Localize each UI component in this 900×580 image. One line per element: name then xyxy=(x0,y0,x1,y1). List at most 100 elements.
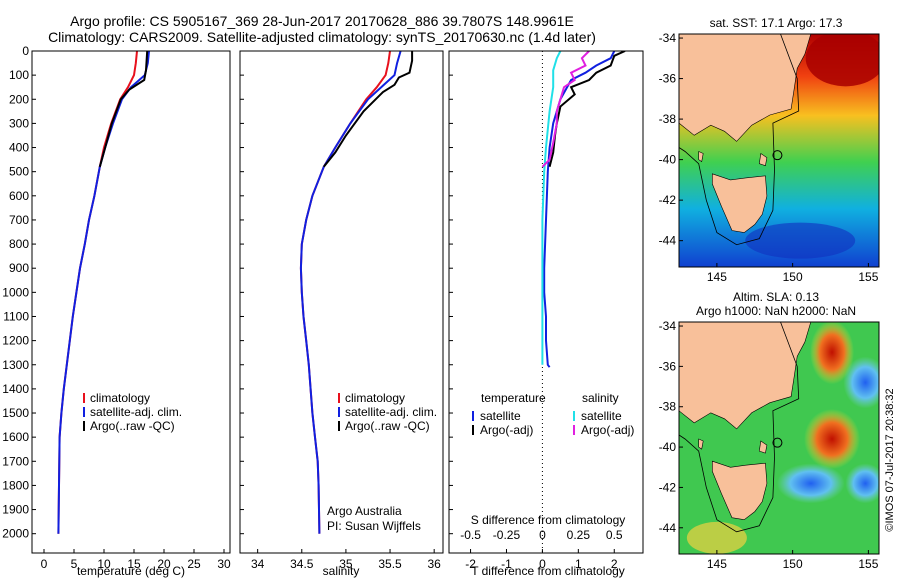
diff-series-1 xyxy=(548,51,626,168)
header-line-2: Climatology: CARS2009. Satellite-adjuste… xyxy=(48,29,596,45)
x-tick-label-1: 5 xyxy=(71,557,78,571)
y-tick-label-1: 100 xyxy=(9,68,29,82)
x2-tick-label-4: 0.5 xyxy=(606,528,623,542)
sst-map-ticks: 145 150 155 -34 -36 -38 -40 -42 -44 xyxy=(659,31,879,284)
map-y-tick-label-5: -44 xyxy=(659,234,677,248)
salinity-ticks: 34 34.5 35 35.5 36 xyxy=(240,50,441,571)
map-y-tick-label-1: -36 xyxy=(659,359,677,373)
salinity-xlabel: salinity xyxy=(323,564,360,578)
flinders-island-land xyxy=(758,152,768,167)
sla-high-1 xyxy=(810,322,855,385)
diff-series-2 xyxy=(541,51,562,365)
sst-map xyxy=(679,34,879,267)
series-line-2 xyxy=(323,51,414,168)
map-y-tick-label-4: -42 xyxy=(659,480,677,494)
x2-tick-label-1: -0.25 xyxy=(493,528,521,542)
sla-title-line-1: Altim. SLA: 0.13 xyxy=(733,290,819,304)
map-x-tick-label-0: 145 xyxy=(707,270,727,284)
map-y-tick-label-0: -34 xyxy=(659,319,677,333)
series-line-1 xyxy=(299,51,402,534)
y-tick-label-19: 1900 xyxy=(2,503,29,517)
y-tick-label-17: 1700 xyxy=(2,454,29,468)
isobath-contour xyxy=(679,322,800,533)
mainland-land xyxy=(679,34,812,142)
difference-legend: temperature salinitysatelliteArgo(-adj)sa… xyxy=(472,391,634,437)
x-tick-label-5: 25 xyxy=(187,557,201,571)
legend-label-0: climatology xyxy=(345,391,405,405)
legend-left-label-0: satellite xyxy=(480,409,521,423)
x2-tick-label-2: 0 xyxy=(539,528,546,542)
y-tick-label-0: 0 xyxy=(22,44,29,58)
series-line-2 xyxy=(98,51,149,168)
y-tick-label-3: 300 xyxy=(9,116,29,130)
sst-map-title: sat. SST: 17.1 Argo: 17.3 xyxy=(710,16,843,30)
temperature-xlabel: temperature (deg C) xyxy=(77,564,185,578)
x-tick-label-4: 20 xyxy=(157,557,171,571)
imos-credit: ©IMOS 07-Jul-2017 20:38:32 xyxy=(884,388,896,531)
sla-low-3 xyxy=(845,463,879,504)
sla-high-2 xyxy=(804,409,861,470)
x-tick-label-2: 10 xyxy=(97,557,111,571)
legend-right-label-0: satellite xyxy=(581,409,622,423)
temperature-panel xyxy=(57,51,150,534)
s-difference-label: S difference from climatology xyxy=(471,513,626,527)
salinity-panel xyxy=(299,51,414,534)
map-y-tick-label-1: -36 xyxy=(659,72,677,86)
legend-label-2: Argo(..raw -QC) xyxy=(90,419,175,433)
diff-series-3 xyxy=(541,51,590,168)
legend-right-label-1: Argo(-adj) xyxy=(581,423,634,437)
x-tick-label-4: 36 xyxy=(427,557,441,571)
legend-label-1: satellite-adj. clim. xyxy=(90,405,182,419)
legend-label-2: Argo(..raw -QC) xyxy=(345,419,430,433)
x2-tick-label-0: -0.5 xyxy=(460,528,481,542)
map-x-tick-label-2: 155 xyxy=(858,270,878,284)
warm-core xyxy=(805,34,879,87)
sla-low-2 xyxy=(776,463,845,504)
king-island-land xyxy=(698,438,704,450)
king-island-land xyxy=(698,151,704,163)
legend-label-0: climatology xyxy=(90,391,150,405)
map-y-tick-label-2: -38 xyxy=(659,400,677,414)
y-tick-label-7: 700 xyxy=(9,213,29,227)
cool-water xyxy=(745,222,856,259)
map-x-tick-label-1: 150 xyxy=(783,557,803,571)
sla-high-3 xyxy=(686,521,747,554)
map-x-tick-label-2: 155 xyxy=(858,557,878,571)
flinders-island-land xyxy=(758,440,768,454)
diff-series-0 xyxy=(543,51,616,368)
x-tick-label-2: 35 xyxy=(339,557,353,571)
map-x-tick-label-0: 145 xyxy=(707,557,727,571)
x-tick-label-0: -2 xyxy=(465,557,476,571)
temperature-axes-frame xyxy=(31,50,231,554)
header-line-1: Argo profile: CS 5905167_369 28-Jun-2017… xyxy=(70,13,574,29)
legend-label-1: satellite-adj. clim. xyxy=(345,405,437,419)
y-tick-label-4: 400 xyxy=(9,141,29,155)
x2-tick-label-3: 0.25 xyxy=(567,528,591,542)
legend-title-temperature: temperature xyxy=(481,391,546,405)
t-difference-label: T difference from climatology xyxy=(471,564,625,578)
sla-title-line-2: Argo h1000: NaN h2000: NaN xyxy=(696,304,856,318)
sla-map-frame xyxy=(678,321,880,555)
y-tick-label-18: 1800 xyxy=(2,478,29,492)
x-tick-label-0: 34 xyxy=(251,557,265,571)
x-tick-label-6: 30 xyxy=(217,557,231,571)
y-tick-label-20: 2000 xyxy=(2,527,29,541)
difference-axes-frame xyxy=(448,50,644,554)
legend-title-salinity: salinity xyxy=(582,391,619,405)
argo-position-marker xyxy=(772,150,783,161)
x-tick-label-0: 0 xyxy=(41,557,48,571)
mainland-land xyxy=(679,322,812,430)
map-y-tick-label-2: -38 xyxy=(659,112,677,126)
y-tick-label-11: 1100 xyxy=(3,309,29,323)
y-tick-label-15: 1500 xyxy=(2,406,29,420)
series-line-0 xyxy=(57,51,138,534)
map-y-tick-label-0: -34 xyxy=(659,31,677,45)
y-tick-label-5: 500 xyxy=(9,165,29,179)
y-tick-label-12: 1200 xyxy=(2,334,29,348)
series-line-1 xyxy=(57,51,150,534)
map-y-tick-label-3: -40 xyxy=(659,153,677,167)
x-tick-label-1: 34.5 xyxy=(290,557,314,571)
salinity-axes-frame xyxy=(239,50,444,554)
